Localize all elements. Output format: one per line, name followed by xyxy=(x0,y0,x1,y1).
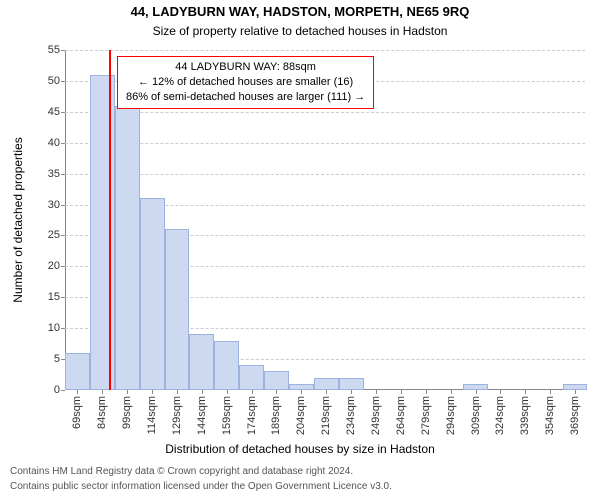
x-tick-label: 324sqm xyxy=(494,396,506,435)
gridline xyxy=(65,143,585,144)
histogram-bar xyxy=(214,341,239,390)
histogram-bar xyxy=(239,365,264,390)
x-tick-label: 309sqm xyxy=(470,396,482,435)
histogram-bar xyxy=(115,106,140,390)
x-tick xyxy=(301,390,302,394)
x-tick-label: 129sqm xyxy=(171,396,183,435)
x-tick-label: 354sqm xyxy=(544,396,556,435)
y-tick xyxy=(61,205,65,206)
x-tick xyxy=(77,390,78,394)
y-tick-label: 20 xyxy=(48,260,60,272)
x-tick xyxy=(177,390,178,394)
y-tick xyxy=(61,235,65,236)
x-tick xyxy=(152,390,153,394)
gridline xyxy=(65,174,585,175)
plot-area: 051015202530354045505569sqm84sqm99sqm114… xyxy=(65,50,585,390)
y-tick-label: 45 xyxy=(48,106,60,118)
y-tick xyxy=(61,81,65,82)
x-tick-label: 174sqm xyxy=(246,396,258,435)
y-tick-label: 35 xyxy=(48,168,60,180)
y-tick-label: 25 xyxy=(48,229,60,241)
y-tick xyxy=(61,50,65,51)
y-axis-label: Number of detached properties xyxy=(11,137,25,302)
annotation-line1: 44 LADYBURN WAY: 88sqm xyxy=(126,60,365,75)
x-tick xyxy=(476,390,477,394)
footer-line2: Contains public sector information licen… xyxy=(10,481,392,492)
x-tick xyxy=(376,390,377,394)
x-tick xyxy=(550,390,551,394)
x-tick-label: 189sqm xyxy=(270,396,282,435)
y-tick xyxy=(61,297,65,298)
histogram-bar xyxy=(65,353,90,390)
annotation-box: 44 LADYBURN WAY: 88sqm← 12% of detached … xyxy=(117,56,374,109)
x-tick-label: 114sqm xyxy=(146,396,158,434)
annotation-line3: 86% of semi-detached houses are larger (… xyxy=(126,90,365,105)
x-tick-label: 339sqm xyxy=(519,396,531,435)
chart-container: 44, LADYBURN WAY, HADSTON, MORPETH, NE65… xyxy=(0,0,600,500)
x-tick-label: 219sqm xyxy=(320,396,332,435)
chart-title-line2: Size of property relative to detached ho… xyxy=(0,24,600,38)
y-tick-label: 5 xyxy=(54,353,60,365)
x-tick-label: 99sqm xyxy=(121,396,133,429)
y-tick-label: 40 xyxy=(48,137,60,149)
histogram-bar xyxy=(165,229,190,390)
x-tick-label: 234sqm xyxy=(345,396,357,435)
x-tick-label: 369sqm xyxy=(569,396,581,435)
y-tick xyxy=(61,174,65,175)
y-tick-label: 10 xyxy=(48,322,60,334)
gridline xyxy=(65,112,585,113)
x-tick xyxy=(276,390,277,394)
chart-title-line1: 44, LADYBURN WAY, HADSTON, MORPETH, NE65… xyxy=(0,4,600,19)
histogram-bar xyxy=(264,371,289,390)
subject-marker-line xyxy=(109,50,111,390)
y-tick xyxy=(61,266,65,267)
annotation-line2: ← 12% of detached houses are smaller (16… xyxy=(126,75,365,90)
y-tick-label: 50 xyxy=(48,75,60,87)
x-tick xyxy=(451,390,452,394)
x-tick-label: 144sqm xyxy=(196,396,208,435)
x-tick-label: 264sqm xyxy=(395,396,407,435)
y-tick-label: 0 xyxy=(54,384,60,396)
gridline xyxy=(65,50,585,51)
x-tick-label: 84sqm xyxy=(96,396,108,429)
x-tick xyxy=(326,390,327,394)
histogram-bar xyxy=(90,75,115,390)
x-tick xyxy=(575,390,576,394)
x-tick xyxy=(426,390,427,394)
x-tick-label: 204sqm xyxy=(295,396,307,435)
x-tick-label: 249sqm xyxy=(370,396,382,435)
y-tick xyxy=(61,328,65,329)
x-tick xyxy=(351,390,352,394)
y-tick-label: 15 xyxy=(48,291,60,303)
histogram-bar xyxy=(314,378,339,390)
histogram-bar xyxy=(140,198,165,390)
histogram-bar xyxy=(189,334,214,390)
x-tick xyxy=(102,390,103,394)
x-tick xyxy=(227,390,228,394)
y-tick xyxy=(61,390,65,391)
x-tick-label: 294sqm xyxy=(445,396,457,435)
histogram-bar xyxy=(339,378,364,390)
x-tick-label: 159sqm xyxy=(221,396,233,435)
x-tick xyxy=(202,390,203,394)
x-tick xyxy=(252,390,253,394)
x-axis-label: Distribution of detached houses by size … xyxy=(0,442,600,456)
y-tick-label: 30 xyxy=(48,199,60,211)
x-tick-label: 69sqm xyxy=(71,396,83,429)
x-tick-label: 279sqm xyxy=(420,396,432,435)
y-tick xyxy=(61,143,65,144)
footer-line1: Contains HM Land Registry data © Crown c… xyxy=(10,466,353,477)
x-tick xyxy=(401,390,402,394)
y-tick-label: 55 xyxy=(48,44,60,56)
x-tick xyxy=(500,390,501,394)
y-tick xyxy=(61,112,65,113)
x-tick xyxy=(525,390,526,394)
x-tick xyxy=(127,390,128,394)
